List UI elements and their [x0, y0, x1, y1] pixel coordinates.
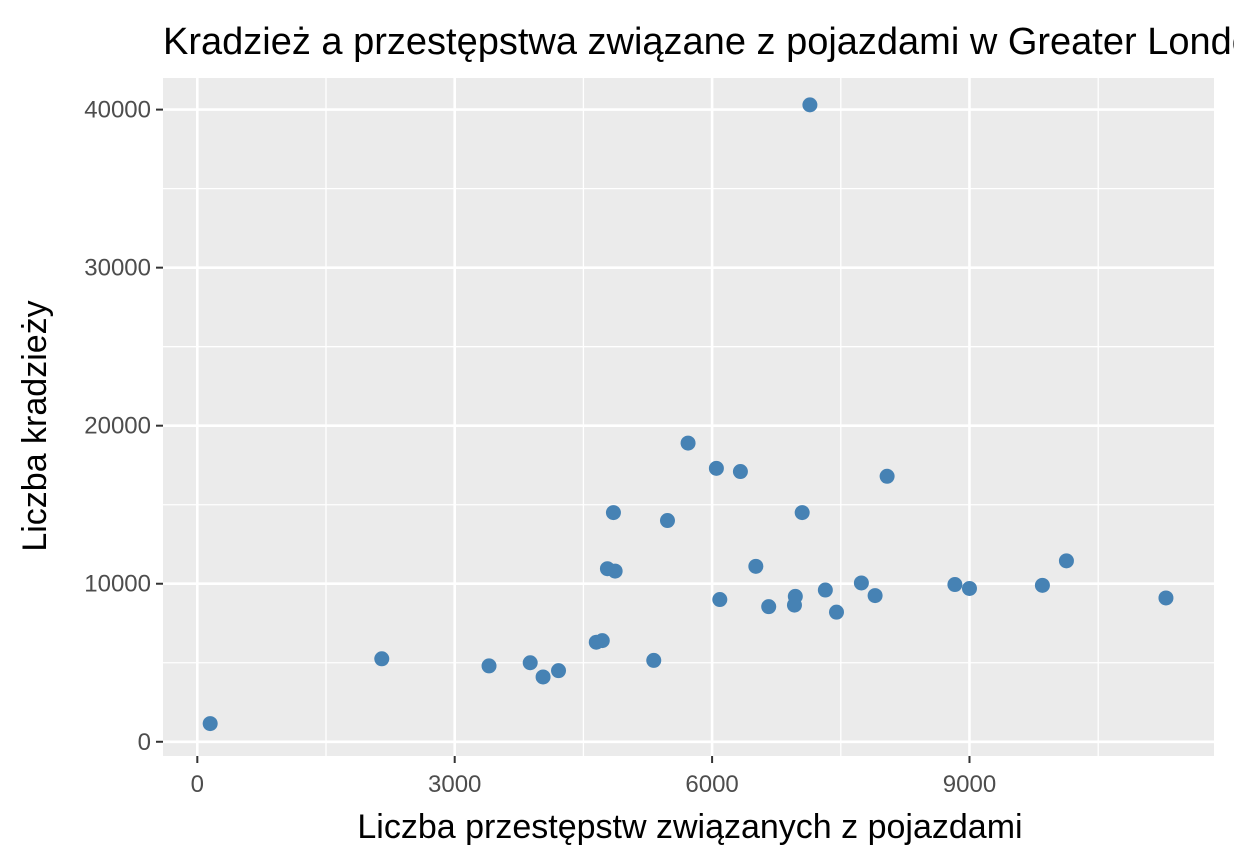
data-point — [605, 505, 621, 521]
y-tick-label: 10000 — [84, 571, 151, 598]
data-point — [646, 652, 662, 668]
data-point — [794, 505, 810, 521]
data-point — [1034, 577, 1050, 593]
data-point — [659, 513, 675, 529]
plot-panel — [163, 78, 1214, 756]
data-point — [551, 663, 567, 679]
data-point — [708, 460, 724, 476]
data-point — [522, 655, 538, 671]
data-point — [202, 716, 218, 732]
minor-gridlines — [163, 78, 1214, 756]
data-point — [712, 592, 728, 608]
y-tick-label: 20000 — [84, 413, 151, 440]
data-point — [879, 468, 895, 484]
data-point — [594, 633, 610, 649]
data-point — [535, 669, 551, 685]
data-point — [961, 580, 977, 596]
data-point — [802, 97, 818, 113]
axis-ticks — [156, 108, 971, 763]
data-point — [481, 658, 497, 674]
data-point — [1058, 553, 1074, 569]
data-point — [748, 558, 764, 574]
data-point — [607, 563, 623, 579]
x-tick-label: 0 — [191, 771, 204, 798]
x-tick-label: 6000 — [685, 771, 738, 798]
y-axis-label: Liczba kradzieży — [16, 300, 54, 551]
data-point — [732, 464, 748, 480]
chart-title: Kradzież a przestępstwa związane z pojaz… — [163, 21, 1234, 63]
y-tick-label: 40000 — [84, 97, 151, 124]
data-point — [374, 651, 390, 667]
y-tick-label: 0 — [138, 729, 151, 756]
x-axis-label: Liczba przestępstw związanych z pojazdam… — [357, 808, 1022, 846]
tick-labels: 0 3000 6000 9000 0 10000 20000 30000 40000 — [84, 97, 996, 798]
data-points — [202, 97, 1174, 732]
x-tick-label: 9000 — [943, 771, 996, 798]
y-tick-label: 30000 — [84, 255, 151, 282]
data-point — [828, 604, 844, 620]
data-point — [1158, 590, 1174, 606]
data-point — [867, 588, 883, 604]
data-point — [680, 435, 696, 451]
data-point — [761, 599, 777, 615]
x-tick-label: 3000 — [428, 771, 481, 798]
data-point — [853, 575, 869, 591]
data-point — [947, 577, 963, 593]
data-point — [817, 582, 833, 598]
data-point — [787, 588, 803, 604]
